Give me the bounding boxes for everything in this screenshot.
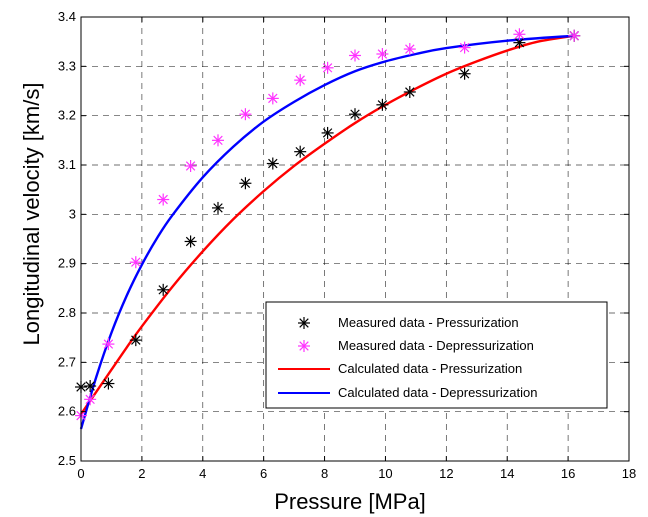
x-tick-label: 18	[622, 466, 636, 481]
y-tick-label: 3.1	[58, 157, 76, 172]
measured-pressurization-point	[157, 283, 170, 296]
y-tick-label: 2.7	[58, 354, 76, 369]
y-tick-label: 2.6	[58, 404, 76, 419]
legend-label-calculated-pressurization: Calculated data - Pressurization	[338, 361, 522, 376]
calculated-depressurization-line	[79, 34, 575, 430]
measured-pressurization-point	[239, 177, 252, 190]
legend-label-calculated-depressurization: Calculated data - Depressurization	[338, 385, 537, 400]
legend: Measured data - Pressurization Measured …	[265, 301, 608, 409]
y-tick-label: 2.9	[58, 256, 76, 271]
x-tick-label: 2	[138, 466, 145, 481]
x-tick-label: 6	[260, 466, 267, 481]
y-tick-label: 3.4	[58, 9, 76, 24]
calculated-pressurization-line	[80, 34, 575, 415]
legend-item-calculated-pressurization: Calculated data - Pressurization	[278, 361, 522, 376]
legend-item-measured-depressurization: Measured data - Depressurization	[298, 338, 534, 353]
measured-depressurization-point	[403, 43, 416, 56]
measured-pressurization-point	[376, 98, 389, 111]
legend-label-measured-depressurization: Measured data - Depressurization	[338, 338, 534, 353]
legend-marker-measured-depressurization	[298, 340, 310, 352]
measured-depressurization-point	[349, 49, 361, 62]
x-tick-label: 14	[500, 466, 514, 481]
measured-pressurization-point	[294, 145, 307, 158]
measured-depressurization-point	[239, 108, 252, 121]
legend-item-calculated-depressurization: Calculated data - Depressurization	[278, 385, 537, 400]
measured-depressurization-point	[184, 159, 197, 172]
x-tick-label: 8	[321, 466, 328, 481]
legend-item-measured-pressurization: Measured data - Pressurization	[298, 315, 519, 330]
measured-depressurization-point	[513, 28, 526, 41]
measured-depressurization-point	[102, 338, 115, 351]
x-axis-label: Pressure [MPa]	[274, 489, 426, 514]
axis-ticks: 0 2 4 6 8 10 12 14 16 18 2.5 2.6 2.7 2.8 2.9 3 3.1 3.2 3.3…	[58, 9, 636, 481]
x-tick-label: 10	[378, 466, 392, 481]
x-tick-label: 16	[561, 466, 575, 481]
y-tick-label: 3.3	[58, 58, 76, 73]
measured-pressurization-point	[349, 108, 361, 121]
y-tick-label: 2.5	[58, 453, 76, 468]
measured-pressurization-point	[212, 201, 224, 214]
y-tick-label: 2.8	[58, 305, 76, 320]
measured-pressurization-point	[321, 126, 334, 139]
measured-pressurization-point	[129, 334, 142, 347]
legend-asterisk	[298, 317, 310, 329]
measured-pressurization-point	[102, 377, 115, 390]
legend-label-measured-pressurization: Measured data - Pressurization	[338, 315, 519, 330]
measured-pressurization-point	[266, 157, 279, 170]
measured-depressurization-point	[376, 48, 389, 60]
y-tick-label: 3	[69, 206, 76, 221]
measured-depressurization-point	[129, 256, 142, 269]
x-tick-label: 0	[77, 466, 84, 481]
y-tick-label: 3.2	[58, 108, 76, 123]
x-tick-label: 4	[199, 466, 206, 481]
plot-frame	[80, 16, 630, 462]
measured-pressurization-point	[184, 235, 197, 248]
y-axis-label: Longitudinal velocity [km/s]	[19, 83, 44, 346]
x-tick-label: 12	[439, 466, 453, 481]
measured-depressurization-point	[458, 41, 471, 54]
measured-pressurization-point	[403, 85, 416, 98]
legend-box	[265, 301, 608, 409]
measured-depressurization-point	[157, 193, 170, 206]
measured-pressurization-point	[458, 67, 471, 80]
measured-depressurization-point	[294, 74, 307, 87]
measured-depressurization-point	[266, 92, 279, 105]
measured-depressurization-point	[212, 134, 224, 147]
legend-asterisk	[298, 340, 310, 352]
measured-depressurization-point	[321, 61, 334, 74]
measured-depressurization-point	[568, 29, 581, 42]
measured-depressurization-point	[84, 393, 97, 406]
legend-marker-measured-pressurization	[298, 317, 310, 329]
measured-pressurization-point	[84, 380, 97, 393]
